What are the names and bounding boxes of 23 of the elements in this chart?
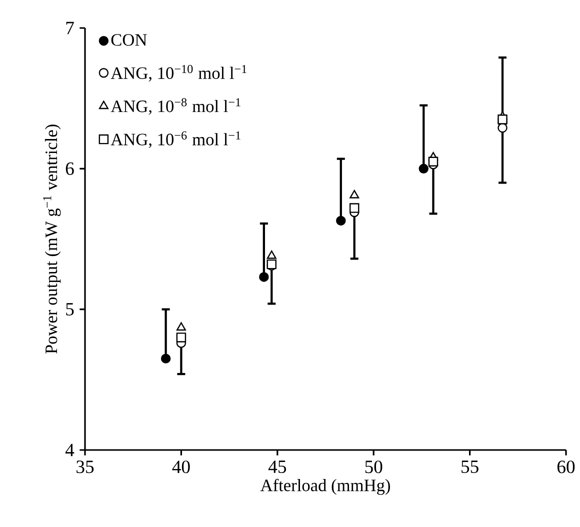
- x-tick-label: 50: [365, 460, 382, 474]
- point: [418, 164, 428, 174]
- x-tick-label: 40: [172, 460, 190, 474]
- x-tick-label: 60: [557, 460, 575, 474]
- legend-label: CON: [111, 34, 147, 46]
- y-tick-label: 5: [66, 303, 74, 316]
- point: [336, 216, 346, 226]
- point: [176, 322, 186, 331]
- legend-label: ANG, 10$^{−6}$ mol l$^{−1}$: [110, 131, 240, 148]
- y-axis-title: Power output (mW g$^{−1}$ ventricle): [43, 124, 61, 354]
- x-tick-label: 45: [268, 460, 286, 474]
- y-tick-label: 6: [66, 162, 74, 175]
- point: [350, 190, 360, 198]
- point: [160, 354, 171, 364]
- x-tick-label: 55: [462, 460, 478, 473]
- y-tick-label: 4: [65, 444, 74, 456]
- x-axis-title: Afterload (mmHg): [260, 478, 390, 495]
- point: [259, 272, 269, 282]
- y-tick-label: 7: [66, 22, 74, 34]
- x-tick-label: 35: [76, 460, 94, 474]
- legend-label: ANG, 10$^{−10}$ mol l$^{−1}$: [110, 64, 246, 82]
- legend-label: ANG, 10$^{−8}$ mol l$^{−1}$: [110, 98, 240, 115]
- point: [266, 250, 276, 259]
